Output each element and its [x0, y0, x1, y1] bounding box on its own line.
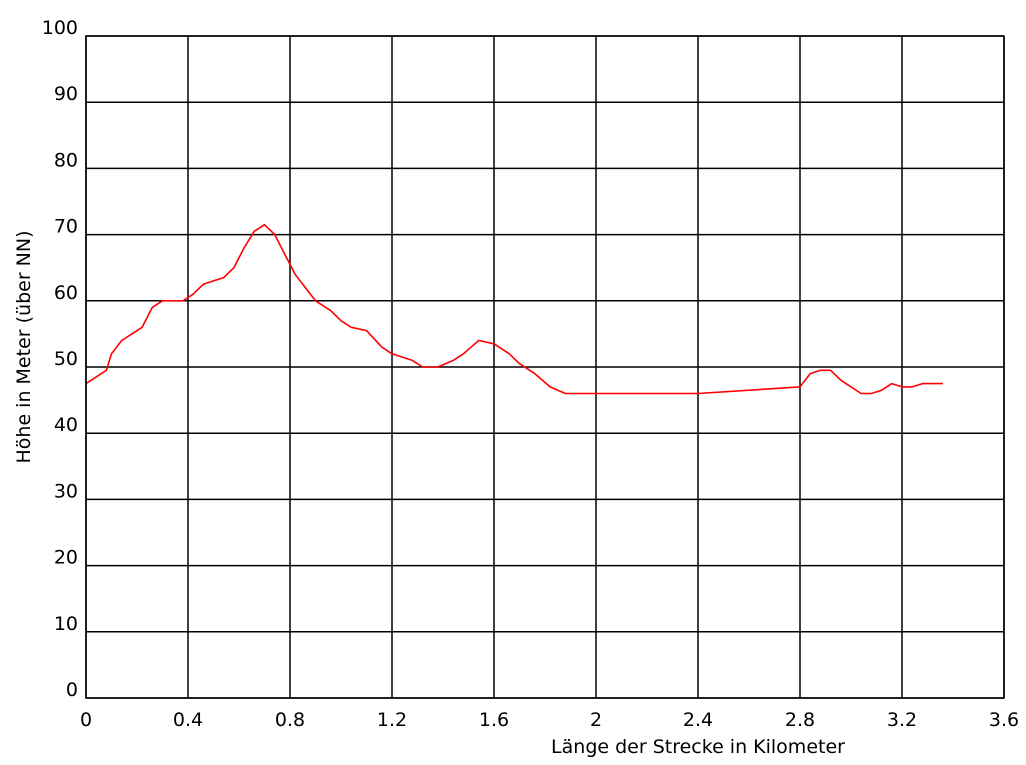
y-tick-label: 90 — [54, 83, 78, 105]
y-axis-ticks: 0 10 20 30 40 50 60 70 80 90 100 — [42, 17, 78, 701]
y-tick-label: 70 — [54, 216, 78, 238]
y-tick-label: 30 — [54, 480, 78, 502]
elevation-line — [85, 223, 943, 395]
x-tick-label: 2.8 — [785, 709, 815, 731]
y-tick-label: 100 — [42, 17, 78, 39]
x-tick-label: 0.8 — [275, 709, 305, 731]
x-tick-label: 3.6 — [989, 709, 1019, 731]
y-tick-label: 50 — [54, 348, 78, 370]
x-tick-label: 3.2 — [887, 709, 917, 731]
x-tick-label: 1.2 — [377, 709, 407, 731]
x-tick-label: 2.4 — [683, 709, 713, 731]
series-layer — [85, 223, 943, 395]
x-tick-label: 1.6 — [479, 709, 509, 731]
x-tick-label: 2 — [590, 709, 602, 731]
x-tick-label: 0 — [80, 709, 92, 731]
y-tick-label: 20 — [54, 547, 78, 569]
gridlines — [85, 35, 1005, 699]
x-tick-label: 0.4 — [173, 709, 203, 731]
y-tick-label: 10 — [54, 613, 78, 635]
x-axis-title: Länge der Strecke in Kilometer — [551, 736, 845, 758]
y-axis-title: Höhe in Meter (über NN) — [13, 230, 35, 463]
y-tick-label: 60 — [54, 282, 78, 304]
y-tick-label: 80 — [54, 149, 78, 171]
y-tick-label: 40 — [54, 414, 78, 436]
y-tick-label: 0 — [66, 679, 78, 701]
x-axis-ticks: 0 0.4 0.8 1.2 1.6 2 2.4 2.8 3.2 3.6 — [80, 709, 1019, 731]
plot-frame — [85, 35, 1005, 699]
